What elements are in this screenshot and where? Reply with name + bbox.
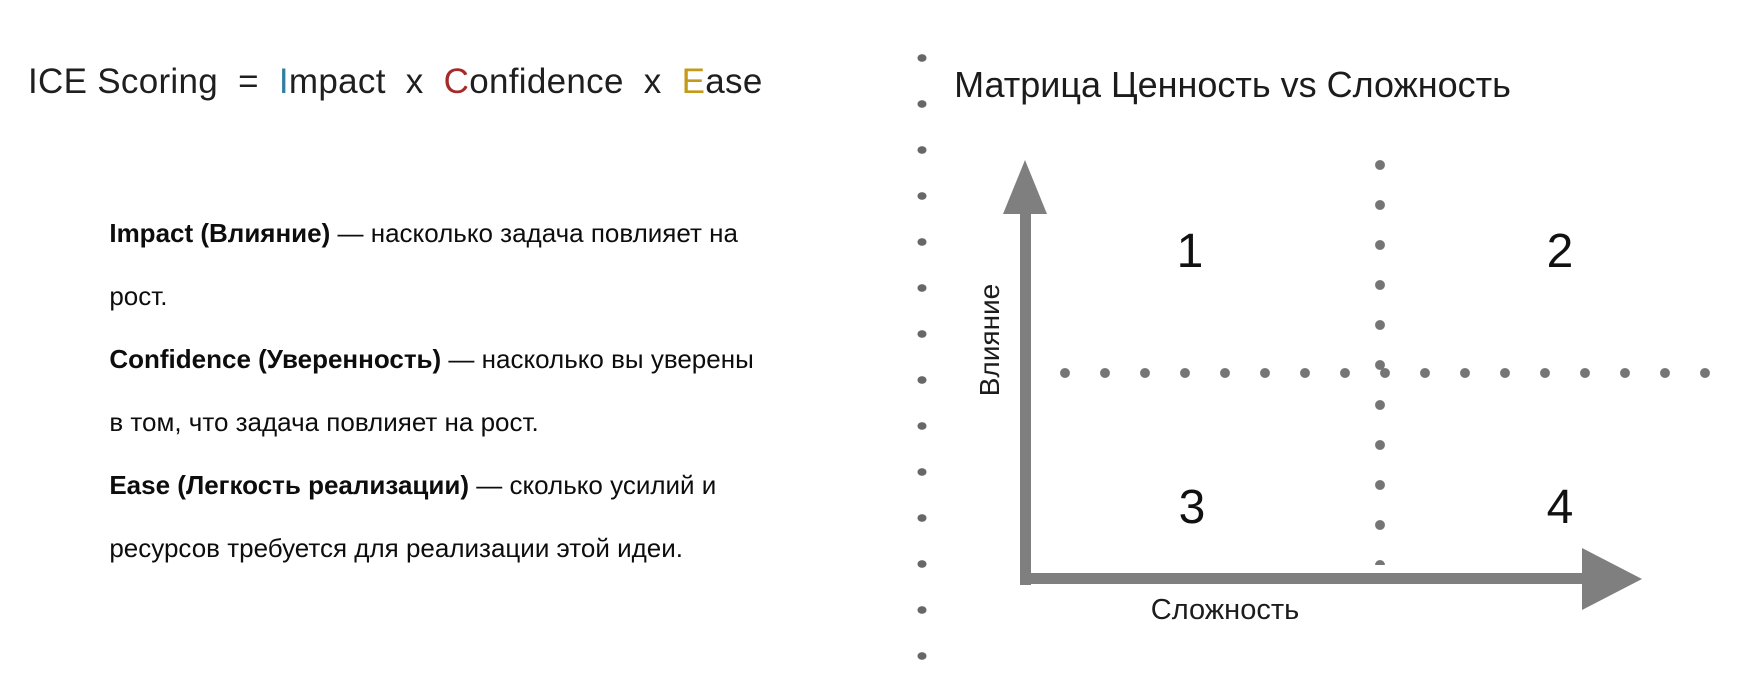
y-axis-label: Влияние [974,283,1005,397]
dotted-divider [916,35,928,665]
definition-text: ресурсов требуется для реализации этой и… [109,533,683,563]
definition-text: — насколько вы уверены [441,344,754,374]
formula-part: x [385,62,444,101]
ice-formula-title: ICE Scoring = Impact x Confidence x Ease [28,62,763,102]
formula-part: E [681,62,706,101]
x-axis-arrowhead-icon [1582,548,1642,610]
formula-part: x [623,62,682,101]
ice-definitions: Impact (Влияние) — насколько задача повл… [66,139,806,563]
definition-line: Confidence (Уверенность) — насколько вы … [66,265,806,374]
x-axis [1020,573,1582,584]
formula-part: mpact [288,62,386,101]
quadrant-4-label: 4 [1546,481,1574,534]
x-axis-label: Сложность [1150,594,1300,626]
quadrant-1-label: 1 [1176,225,1204,278]
definition-line: в том, что задача повлияет на рост. [66,328,806,437]
formula-part: C [443,62,470,101]
definition-line: ресурсов требуется для реализации этой и… [66,454,806,563]
formula-part: I [278,62,289,101]
definition-text: — насколько задача повлияет на [330,218,738,248]
matrix-title: Матрица Ценность vs Сложность [954,64,1511,105]
definition-line: Impact (Влияние) — насколько задача повл… [66,139,806,248]
definition-term: Ease (Легкость реализации) [109,470,470,500]
definition-text: — сколько усилий и [469,470,717,500]
horizontal-dotted-separator [1045,368,1740,378]
y-axis-arrowhead-icon [1003,160,1047,214]
definition-line: Ease (Легкость реализации) — сколько уси… [66,391,806,500]
vertical-dotted-separator [1375,145,1385,565]
definition-term: Impact (Влияние) [109,218,331,248]
definition-text: в том, что задача повлияет на рост. [109,407,539,437]
quadrant-3-label: 3 [1178,481,1206,534]
formula-part: ICE Scoring = [28,62,279,101]
formula-part: onfidence [469,62,624,101]
definition-term: Confidence (Уверенность) [109,344,442,374]
quadrant-2-label: 2 [1546,225,1574,278]
definition-text: рост. [109,281,168,311]
formula-part: ase [705,62,763,101]
y-axis [1020,212,1031,585]
definition-line: рост. [66,202,806,311]
